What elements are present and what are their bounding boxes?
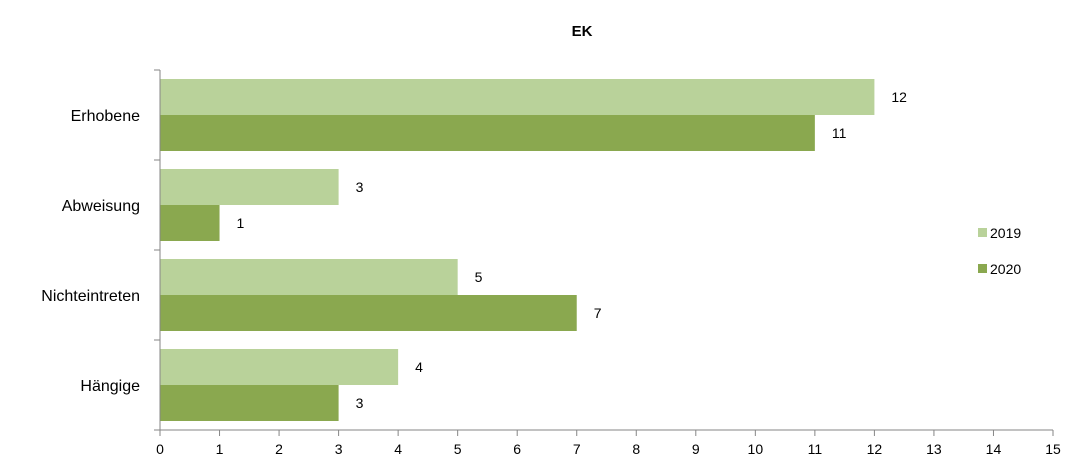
x-tick-label-5: 5	[454, 441, 462, 457]
x-tick-label-15: 15	[1045, 441, 1061, 457]
data-label-2019-3: 4	[415, 359, 423, 375]
bar-2019-2	[160, 259, 458, 295]
x-tick-label-9: 9	[692, 441, 700, 457]
x-tick-label-8: 8	[632, 441, 640, 457]
bar-2020-0	[160, 115, 815, 151]
category-label-0: Erhobene	[71, 108, 140, 125]
x-tick-label-4: 4	[394, 441, 402, 457]
data-label-2019-1: 3	[356, 179, 364, 195]
plot-area: 1211Erhobene31Abweisung57Nichteintreten4…	[41, 69, 1061, 457]
category-label-3: Hängige	[80, 378, 140, 395]
x-tick-label-1: 1	[216, 441, 224, 457]
legend-swatch-2020	[978, 264, 987, 273]
bar-2020-2	[160, 295, 577, 331]
x-tick-label-6: 6	[513, 441, 521, 457]
bar-2019-0	[160, 79, 875, 115]
x-tick-label-7: 7	[573, 441, 581, 457]
category-label-2: Nichteintreten	[41, 288, 140, 305]
bar-2020-3	[160, 385, 339, 421]
data-label-2020-3: 3	[356, 395, 364, 411]
bar-2019-3	[160, 349, 399, 385]
x-tick-label-0: 0	[156, 441, 164, 457]
bar-2019-1	[160, 169, 339, 205]
data-label-2019-0: 12	[891, 89, 907, 105]
legend-label-2020: 2020	[990, 261, 1021, 277]
data-label-2019-2: 5	[475, 269, 483, 285]
x-tick-label-13: 13	[926, 441, 942, 457]
legend-swatch-2019	[978, 228, 987, 237]
data-label-2020-0: 11	[832, 125, 847, 141]
x-tick-label-10: 10	[748, 441, 764, 457]
legend-label-2019: 2019	[990, 225, 1021, 241]
x-tick-label-12: 12	[867, 441, 883, 457]
data-label-2020-2: 7	[594, 305, 602, 321]
bar-2020-1	[160, 205, 220, 241]
x-tick-label-2: 2	[275, 441, 283, 457]
chart-title: EK	[572, 23, 593, 40]
x-tick-label-11: 11	[808, 441, 823, 457]
x-tick-label-3: 3	[335, 441, 343, 457]
legend: 2019 2020	[978, 225, 1021, 277]
data-label-2020-1: 1	[237, 215, 245, 231]
category-label-1: Abweisung	[62, 198, 140, 215]
x-tick-label-14: 14	[986, 441, 1002, 457]
